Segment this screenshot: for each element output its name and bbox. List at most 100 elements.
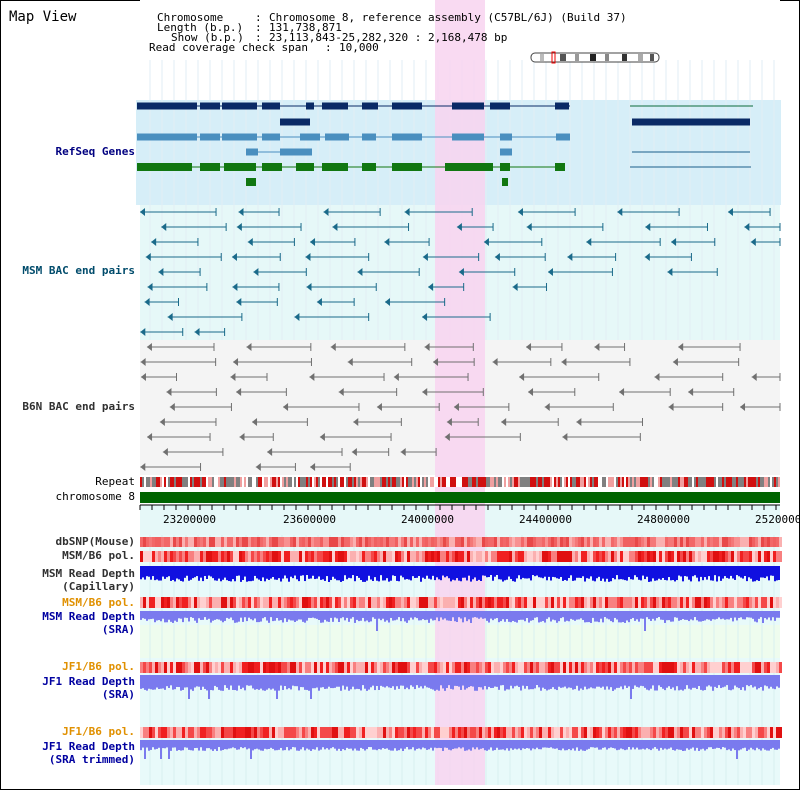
heat-cell [344,597,347,608]
bac-end-marker [376,403,382,411]
heat-cell [620,537,623,547]
depth-bar [194,611,196,621]
heat-cell [416,597,419,608]
depth-bar [208,566,210,576]
depth-bar [436,740,438,749]
heat-cell [302,662,305,673]
depth-bar [258,611,260,623]
depth-bar [496,611,498,619]
depth-bar [446,675,448,688]
heat-cell [734,662,737,673]
heat-cell [413,551,416,562]
track-label-msm-depth-cap-2: (Capillary) [62,580,135,593]
depth-bar [574,611,576,621]
repeat-block [258,477,260,487]
depth-bar [734,566,736,580]
repeat-block [242,477,244,487]
track-label-b6n-bac[interactable]: B6N BAC end pairs [22,400,135,413]
depth-bar [430,740,432,748]
depth-bar [248,611,250,618]
heat-cell [275,727,278,738]
track-label-jf1-b6-pol-1[interactable]: JF1/B6 pol. [62,660,135,673]
heat-cell [566,597,569,608]
depth-bar [298,675,300,691]
heat-cell [353,537,356,547]
track-label-dbsnp[interactable]: dbSNP(Mouse) [55,535,135,548]
repeat-block [742,477,744,487]
track-label-jf1-depth-sra-2: (SRA) [101,688,135,701]
track-label-jf1-depth-trim-1[interactable]: JF1 Read Depth [42,740,135,753]
repeat-block [754,477,756,487]
heat-cell [512,551,515,562]
depth-bar [648,675,650,691]
heat-cell [305,727,308,738]
track-label-msm-depth-sra-1[interactable]: MSM Read Depth [42,610,135,623]
track-label-msm-b6-pol-1[interactable]: MSM/B6 pol. [62,549,135,562]
track-label-refseq[interactable]: RefSeq Genes [55,145,135,158]
heat-cell [233,551,236,562]
heat-cell [140,662,143,673]
depth-bar [212,566,214,579]
depth-bar [410,675,412,686]
heat-cell [296,662,299,673]
depth-bar [754,675,756,687]
depth-bar [276,675,278,699]
depth-bar [250,675,252,686]
depth-bar [490,740,492,748]
bac-end-marker [422,253,428,261]
depth-bar [386,675,388,687]
heat-cell [476,662,479,673]
depth-bar [580,611,582,619]
heat-cell [647,662,650,673]
heat-cell [749,662,752,673]
heat-cell [590,537,593,547]
heat-cell [455,662,458,673]
heat-cell [506,727,509,738]
depth-bar [706,740,708,750]
heat-cell [302,597,305,608]
depth-bar [750,611,752,618]
heat-cell [770,727,773,738]
gene-exon [452,133,484,141]
depth-bar [636,611,638,620]
heat-cell [569,662,572,673]
repeat-block [690,477,692,487]
depth-bar [748,611,750,618]
repeat-block [574,477,576,487]
depth-bar [168,675,170,688]
repeat-block [302,477,304,487]
heat-cell [497,662,500,673]
depth-bar [532,675,534,690]
heat-cell [419,727,422,738]
track-label-jf1-depth-sra-1[interactable]: JF1 Read Depth [42,675,135,688]
heat-cell [677,727,680,738]
depth-bar [706,566,708,580]
depth-bar [330,740,332,749]
heat-cell [767,727,770,738]
repeat-block [682,477,684,487]
heat-cell [569,727,572,738]
repeat-block [294,477,296,487]
track-label-msm-b6-pol-2[interactable]: MSM/B6 pol. [62,596,135,609]
depth-bar [150,611,152,620]
depth-bar [326,740,328,749]
heat-cell [269,551,272,562]
repeat-block [208,477,210,487]
depth-bar [254,566,256,576]
repeat-block [590,477,592,487]
depth-bar [466,740,468,751]
depth-bar [610,566,612,582]
repeat-block [504,477,506,487]
bac-end-marker [194,328,200,336]
track-label-msm-depth-cap-1[interactable]: MSM Read Depth [42,567,135,580]
depth-bar [370,611,372,622]
depth-bar [544,675,546,689]
heat-cell [344,727,347,738]
track-label-msm-bac[interactable]: MSM BAC end pairs [22,264,135,277]
depth-bar [612,611,614,623]
heat-cell [284,662,287,673]
depth-bar [164,675,166,690]
depth-bar [490,566,492,576]
track-label-jf1-b6-pol-2[interactable]: JF1/B6 pol. [62,725,135,738]
